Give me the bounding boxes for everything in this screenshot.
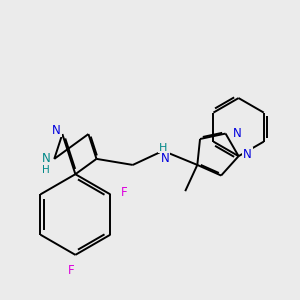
Text: N: N [52, 124, 61, 136]
Text: N: N [161, 152, 170, 165]
Text: N: N [243, 148, 252, 160]
Text: N: N [42, 152, 51, 165]
Text: F: F [68, 264, 75, 277]
Text: N: N [232, 127, 241, 140]
Text: H: H [159, 142, 167, 153]
Text: F: F [121, 186, 128, 199]
Text: H: H [42, 165, 50, 175]
